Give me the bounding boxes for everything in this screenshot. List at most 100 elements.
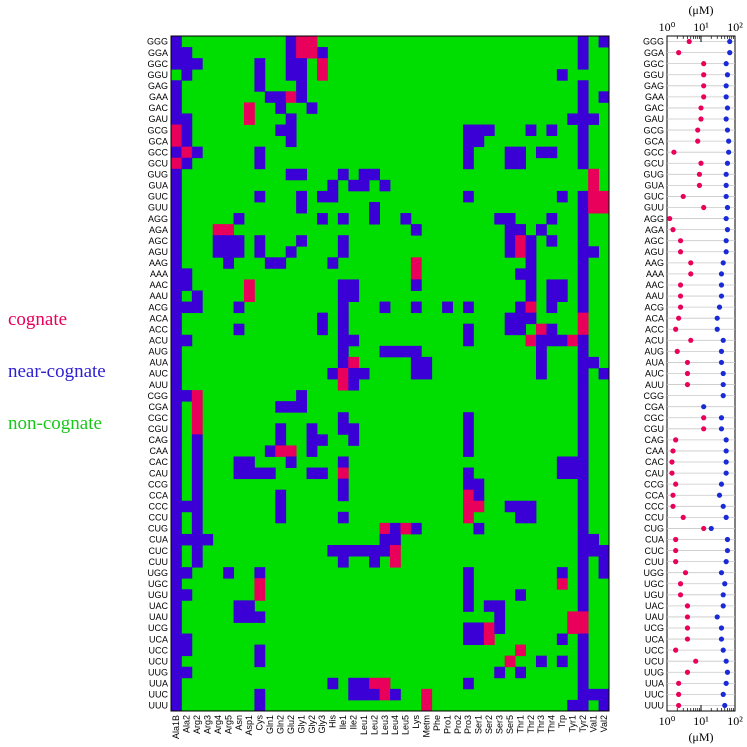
heatmap-cell-CAC-Arg2 <box>191 456 203 468</box>
heatmap-cell-CAA-Glu2 <box>285 445 297 457</box>
heatmap-cell-UUC-Ile2 <box>348 688 360 701</box>
heatmap-cell-UCC-Thr1 <box>515 644 526 657</box>
heatmap-cell-CAC-Trp <box>556 456 568 468</box>
dotplot-row-label-CGC: CGC <box>644 413 665 423</box>
heatmap-cell-CUU-Ile1 <box>337 556 349 568</box>
row-label-AGA: AGA <box>149 225 168 235</box>
row-label-AUG: AUG <box>148 347 168 357</box>
heatmap-cell-UCC-Tyr2 <box>577 644 589 657</box>
dotplot-row-label-GUA: GUA <box>644 181 664 191</box>
heatmap-cell-UCA-Ala1B <box>171 633 182 646</box>
cognate-point-CUG <box>701 525 707 532</box>
heatmap-cell-AUC-Lys <box>410 367 422 380</box>
cognate-point-CGC <box>701 415 707 421</box>
heatmap-cell-GCC-Tyr2 <box>577 146 589 159</box>
dotplot-row-label-CCA: CCA <box>645 490 664 500</box>
dotplot-row-label-UCC: UCC <box>645 645 665 655</box>
cognate-point-GCA <box>695 138 701 144</box>
row-label-GCG: GCG <box>147 125 168 135</box>
heatmap-cell-UGG-Tyr2 <box>577 567 589 579</box>
heatmap-cell-GCU-Pro3 <box>463 157 474 170</box>
heatmap-cell-AAU-Arg2 <box>191 290 203 302</box>
heatmap-cell-GGG-Ala1B <box>171 36 182 48</box>
near-cognate-point-GGG <box>727 38 733 45</box>
heatmap-cell-CGC-Ala1B <box>171 412 182 424</box>
heatmap-cell-CCG-Tyr2 <box>577 478 589 491</box>
heatmap-cell-CCC-Pro3 <box>463 500 474 513</box>
heatmap-cell-AUU-Ala1B <box>171 379 182 391</box>
heatmap-cell-GCC-Thr4 <box>546 146 558 159</box>
row-label-GAG: GAG <box>148 81 168 91</box>
heatmap-cell-UUG-Ser3 <box>494 666 506 679</box>
heatmap-cell-AUG-Leu4 <box>390 345 401 358</box>
near-cognate-point-UCU <box>723 658 729 664</box>
row-label-GGC: GGC <box>147 59 168 69</box>
cognate-point-ACA <box>676 315 682 321</box>
dotplot-row-label-CUG: CUG <box>644 524 664 534</box>
heatmap-cell-GUC-Ala1B <box>171 190 182 203</box>
heatmap-cell-CGU-Tyr2 <box>577 423 589 435</box>
heatmap-cell-AAU-Thr4 <box>546 290 558 302</box>
legend: cognate near-cognate non-cognate <box>8 309 106 434</box>
cognate-point-GCC <box>671 149 677 155</box>
cognate-point-ACC <box>673 326 679 332</box>
column-label-Thr2: Thr2 <box>526 715 536 734</box>
column-label-Arg3: Arg3 <box>203 715 213 734</box>
near-cognate-point-CCC <box>720 503 726 509</box>
heatmap-cell-GUU-Gly1 <box>296 201 307 214</box>
heatmap-cell-CGG-Ala1B <box>171 390 182 402</box>
heatmap-cell-GAC-Asp1 <box>244 102 255 114</box>
heatmap-cell-UUC-Ala1B <box>171 688 182 701</box>
heatmap-cell-UAU-Cys <box>254 611 266 623</box>
heatmap-cell-AUG-Lys <box>410 345 422 358</box>
dotplot-row-label-AUC: AUC <box>645 369 665 379</box>
heatmap-cell-AUA-Thr3 <box>536 356 547 369</box>
dotplot-row-label-CAC: CAC <box>645 457 665 467</box>
dotplot-row-label-AGC: AGC <box>644 236 664 246</box>
heatmap-cell-CAA-Gly2 <box>306 445 318 457</box>
heatmap-cell-UUG-Ala1B <box>171 666 182 679</box>
column-label-Pro3: Pro3 <box>463 715 473 734</box>
heatmap-cell-UGU-Pro3 <box>463 589 474 601</box>
heatmap-cell-GUG-Gly1 <box>296 168 307 181</box>
heatmap-cell-AAA-Ala1B <box>171 268 182 280</box>
heatmap-cell-ACU-Thr3 <box>536 334 547 347</box>
near-cognate-point-GAA <box>723 94 729 100</box>
heatmap-cell-CUA-Ala2 <box>181 533 193 546</box>
heatmap-cell-ACU-Pro3 <box>463 334 474 347</box>
dotplot-row-label-CGG: CGG <box>643 391 664 401</box>
concentration-dot-plot: GGGGGAGGCGGUGAGGAAGACGAUGCGGCAGCCGCUGUGG… <box>643 3 743 744</box>
heatmap-cell-CGU-Ile2 <box>348 423 360 435</box>
heatmap-cell-AUA-Ala1B <box>171 356 182 369</box>
heatmap-cell-CUC-Leu3 <box>379 545 391 557</box>
row-label-CCC: CCC <box>149 501 169 511</box>
heatmap-cell-CUC-Leu2 <box>369 545 380 557</box>
heatmap-cell-GAA-Val2 <box>598 91 610 103</box>
heatmap-cell-AAC-Ile2 <box>348 279 360 291</box>
heatmap-cell-GGC-Arg2 <box>191 58 203 70</box>
heatmap-cell-CCC-Ala2 <box>181 500 193 513</box>
heatmap-cell-CGU-Pro3 <box>463 423 474 435</box>
row-label-GUA: GUA <box>148 181 168 191</box>
x-tick-label-bottom: 10² <box>727 714 743 728</box>
heatmap-cell-CCU-Pro3 <box>463 511 474 524</box>
heatmap-cell-ACU-Thr4 <box>546 334 558 347</box>
heatmap-cell-UAU-Ser3 <box>494 611 506 623</box>
near-cognate-point-GGA <box>727 50 733 56</box>
heatmap-cell-CCA-Ile1 <box>337 489 349 502</box>
heatmap-cell-ACU-Ile1 <box>337 334 349 347</box>
heatmap-cell-CUU-Tyr2 <box>577 556 589 568</box>
x-tick-label-top: 10² <box>727 20 743 34</box>
dotplot-row-label-UGG: UGG <box>643 568 664 578</box>
row-label-CGA: CGA <box>148 402 168 412</box>
heatmap-cell-CAA-Pro3 <box>463 445 474 457</box>
heatmap-cell-AUU-Tyr2 <box>577 379 589 391</box>
heatmap-cell-GAU-Ala1B <box>171 113 182 125</box>
row-label-GGU: GGU <box>147 70 168 80</box>
dotplot-row-label-GUC: GUC <box>644 192 665 202</box>
heatmap-cell-ACG-Ile1 <box>337 301 349 314</box>
row-label-UUC: UUC <box>149 690 169 700</box>
heatmap-cell-GGU-Gly3 <box>317 69 328 81</box>
near-cognate-point-CUU <box>723 559 729 565</box>
near-cognate-point-ACG <box>716 304 723 310</box>
